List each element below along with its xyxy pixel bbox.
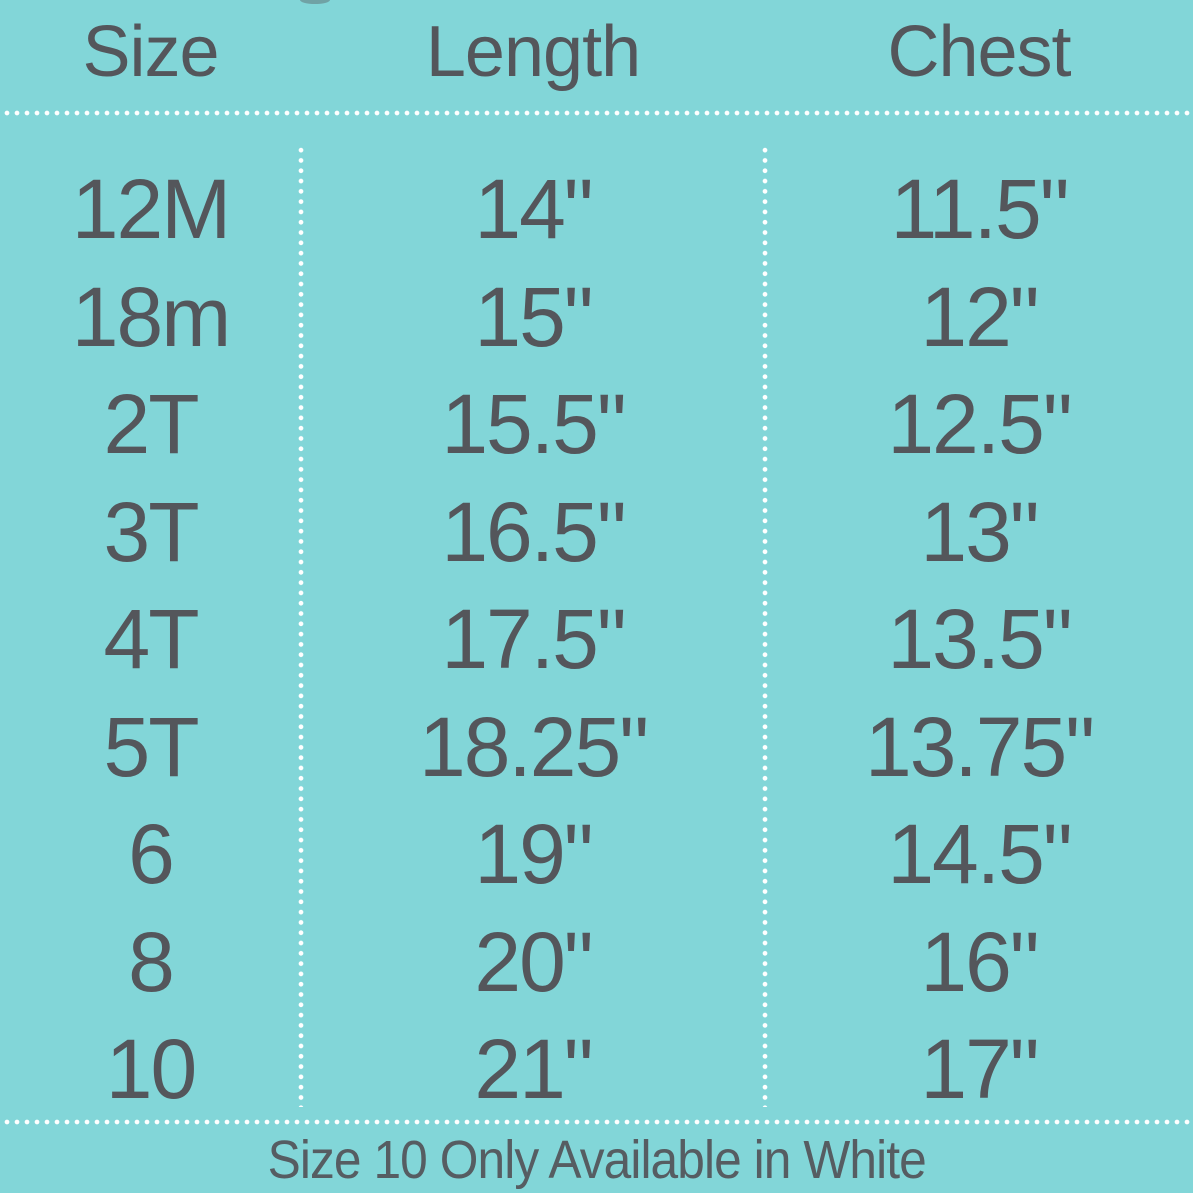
size-cell: 2T [103,377,199,472]
footer-note: Size 10 Only Available in White [0,1126,1193,1193]
footer-divider-dotted-line [0,1119,1193,1125]
table-row: 2T 15.5" 12.5" [0,371,1193,479]
column-divider-length-chest [762,145,768,1107]
column-divider-size-length [298,145,304,1107]
table-header-row: Size Length Chest [0,0,1193,112]
table-row: 4T 17.5" 13.5" [0,586,1193,694]
cropped-image-artifact [300,0,330,4]
chest-cell: 16" [920,914,1039,1009]
length-cell: 18.25" [418,699,649,794]
table-body: 12M 14" 11.5" 18m 15" 12" 2T 15.5" 12.5"… [0,156,1193,1124]
chest-cell: 17" [920,1022,1039,1117]
length-cell: 19" [474,807,593,902]
table-row: 18m 15" 12" [0,264,1193,372]
table-row: 8 20" 16" [0,909,1193,1017]
size-cell: 18m [71,269,231,364]
chest-cell: 12" [920,269,1039,364]
size-cell: 3T [103,484,199,579]
table-row: 10 21" 17" [0,1016,1193,1124]
chest-cell: 14.5" [887,807,1072,902]
chest-cell: 13" [920,484,1039,579]
size-cell: 10 [105,1022,197,1117]
table-row: 12M 14" 11.5" [0,156,1193,264]
chest-cell: 12.5" [887,377,1072,472]
chest-cell: 13.75" [864,699,1095,794]
column-header-chest: Chest [887,12,1071,92]
chest-cell: 11.5" [890,162,1069,257]
size-cell: 6 [128,807,175,902]
length-cell: 15" [474,269,593,364]
chest-cell: 13.5" [887,592,1072,687]
length-cell: 16.5" [441,484,626,579]
size-cell: 8 [128,914,175,1009]
size-cell: 4T [103,592,199,687]
column-header-length: Length [425,12,641,92]
length-cell: 17.5" [441,592,626,687]
column-header-size: Size [82,12,219,92]
length-cell: 21" [474,1022,593,1117]
size-cell: 5T [103,699,199,794]
table-row: 3T 16.5" 13" [0,479,1193,587]
header-divider-dotted-line [0,110,1193,116]
length-cell: 14" [474,162,593,257]
size-cell: 12M [71,162,231,257]
table-row: 5T 18.25" 13.75" [0,694,1193,802]
length-cell: 15.5" [441,377,626,472]
table-row: 6 19" 14.5" [0,801,1193,909]
length-cell: 20" [474,914,593,1009]
footer-note-text: Size 10 Only Available in White [267,1129,926,1190]
